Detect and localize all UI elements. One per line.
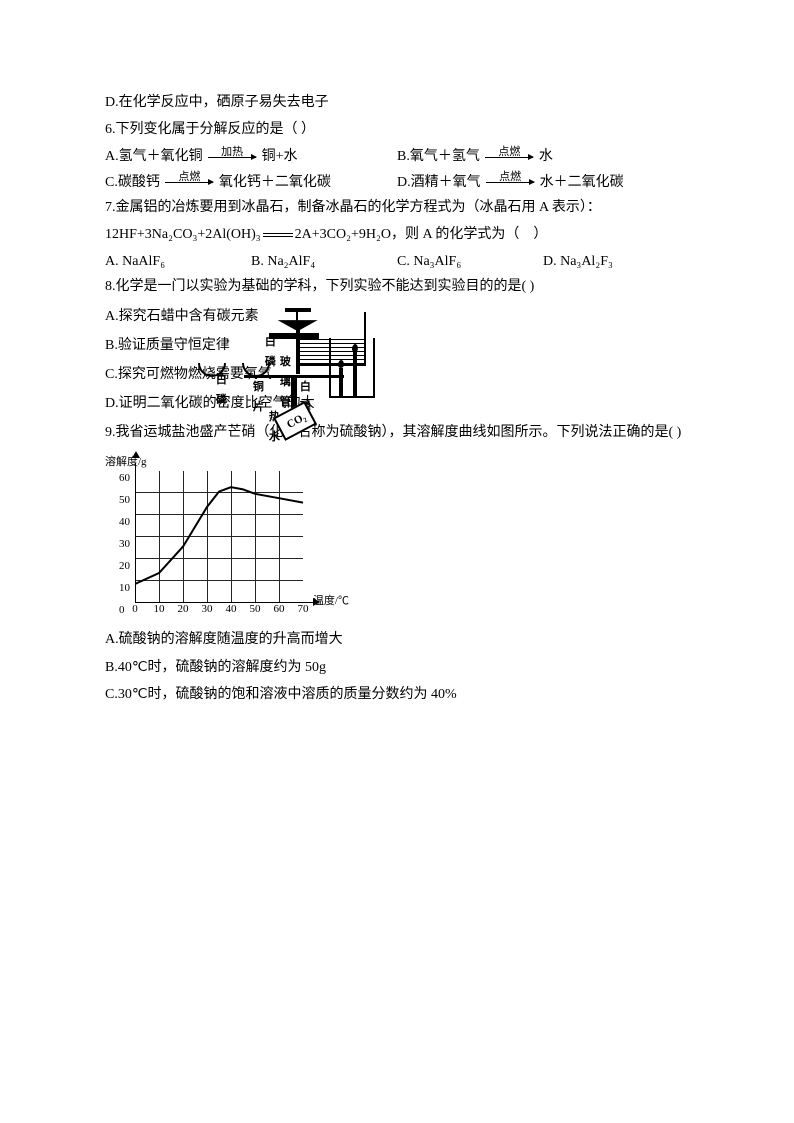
- label-glass: 玻璃管: [280, 353, 291, 412]
- arrow-icon: 点燃: [165, 182, 213, 183]
- q6b-r: 水: [539, 149, 553, 164]
- q9-opt-b: B.40℃时，硫酸钠的溶解度约为 50g: [105, 655, 689, 680]
- label-cu: 铜片: [253, 378, 264, 418]
- q8a-text: A.探究石蜡中含有碳元素: [105, 304, 259, 329]
- eq-r: 2A+3CO₂+9H₂O，则 A 的化学式为（ ）: [295, 227, 548, 242]
- y-tick: 50: [119, 491, 130, 511]
- y-tick: 60: [119, 469, 130, 489]
- q7-opt-a: A. NaAlF₆: [105, 249, 251, 274]
- x-tick: 20: [178, 600, 189, 620]
- q7-opt-d: D. Na₃Al₂F₃: [543, 249, 689, 274]
- q6d-l: D.酒精＋氧气: [397, 175, 481, 190]
- y-tick: 0: [119, 601, 125, 621]
- q6c-r: 氧化钙＋二氧化碳: [219, 175, 331, 190]
- y-tick: 20: [119, 557, 130, 577]
- q9-stem: 9.我省运城盐池盛产芒硝（化学名称为硫酸钠），其溶解度曲线如图所示。下列说法正确…: [105, 420, 689, 445]
- x-tick: 40: [226, 600, 237, 620]
- q6c-l: C.碳酸钙: [105, 175, 160, 190]
- solubility-chart: 溶解度/g 温度/℃ 0102030405060010203040506070: [105, 453, 325, 623]
- q8-opt-c: C.探究可燃物燃烧需要氧气 白磷 铜片 热水 白磷: [105, 362, 689, 387]
- q9-opt-a: A.硫酸钠的溶解度随温度的升高而增大: [105, 627, 689, 652]
- q7-options: A. NaAlF₆ B. Na₂AlF₄ C. Na₃AlF₆ D. Na₃Al…: [105, 249, 689, 274]
- y-tick: 10: [119, 579, 130, 599]
- label-wp2: 白磷: [265, 333, 276, 373]
- q6-stem: 6.下列变化属于分解反应的是（ ）: [105, 117, 689, 142]
- q8-stem: 8.化学是一门以实验为基础的学科，下列实验不能达到实验目的的是( ): [105, 274, 689, 299]
- q5-option-d: D.在化学反应中，硒原子易失去电子: [105, 90, 689, 115]
- equals-icon: [263, 233, 293, 237]
- cond: 加热: [221, 143, 243, 163]
- arrow-icon: 点燃: [486, 182, 534, 183]
- q6-opt-c: C.碳酸钙 点燃 氧化钙＋二氧化碳: [105, 170, 397, 195]
- q6d-r: 水＋二氧化碳: [540, 175, 624, 190]
- x-tick: 50: [250, 600, 261, 620]
- q7-stem: 7.金属铝的冶炼要用到冰晶石，制备冰晶石的化学方程式为（冰晶石用 A 表示）：: [105, 195, 689, 220]
- q6a-r: 铜+水: [262, 149, 298, 164]
- q7-equation: 12HF+3Na₂CO₃+2Al(OH)₃ 2A+3CO₂+9H₂O，则 A 的化…: [105, 222, 689, 247]
- q8-opt-b: B.验证质量守恒定律 玻璃管 白磷: [105, 333, 689, 358]
- eq-l: 12HF+3Na₂CO₃+2Al(OH)₃: [105, 227, 261, 242]
- chart-curve: [135, 463, 315, 603]
- q9-opt-c: C.30℃时，硫酸钠的饱和溶液中溶质的质量分数约为 40%: [105, 682, 689, 707]
- cond: 点燃: [499, 168, 521, 188]
- cond: 点燃: [498, 143, 520, 163]
- x-tick: 30: [202, 600, 213, 620]
- q6b-l: B.氧气＋氢气: [397, 149, 480, 164]
- q8-opt-a: A.探究石蜡中含有碳元素: [105, 304, 689, 329]
- q6a-l: A.氢气＋氧化铜: [105, 149, 203, 164]
- q6-options: A.氢气＋氧化铜 加热 铜+水 B.氧气＋氢气 点燃 水 C.碳酸钙 点燃 氧化…: [105, 144, 689, 194]
- q6-opt-a: A.氢气＋氧化铜 加热 铜+水: [105, 144, 397, 169]
- arrow-icon: 加热: [208, 157, 256, 158]
- q7-opt-b: B. Na₂AlF₄: [251, 249, 397, 274]
- y-tick: 40: [119, 513, 130, 533]
- q6-opt-d: D.酒精＋氧气 点燃 水＋二氧化碳: [397, 170, 689, 195]
- y-tick: 30: [119, 535, 130, 555]
- x-tick: 70: [298, 600, 309, 620]
- q8b-text: B.验证质量守恒定律: [105, 333, 230, 358]
- q6-opt-b: B.氧气＋氢气 点燃 水: [397, 144, 689, 169]
- cond: 点燃: [178, 168, 200, 188]
- q7-opt-c: C. Na₃AlF₆: [397, 249, 543, 274]
- q8-opt-d: D.证明二氧化碳的密度比空气的大 CO₂: [105, 391, 689, 416]
- label-phosphorus: 白磷: [216, 371, 234, 411]
- x-tick: 60: [274, 600, 285, 620]
- x-tick: 0: [132, 600, 138, 620]
- x-tick: 10: [154, 600, 165, 620]
- y-arrow-icon: [132, 451, 140, 458]
- arrow-icon: 点燃: [485, 157, 533, 158]
